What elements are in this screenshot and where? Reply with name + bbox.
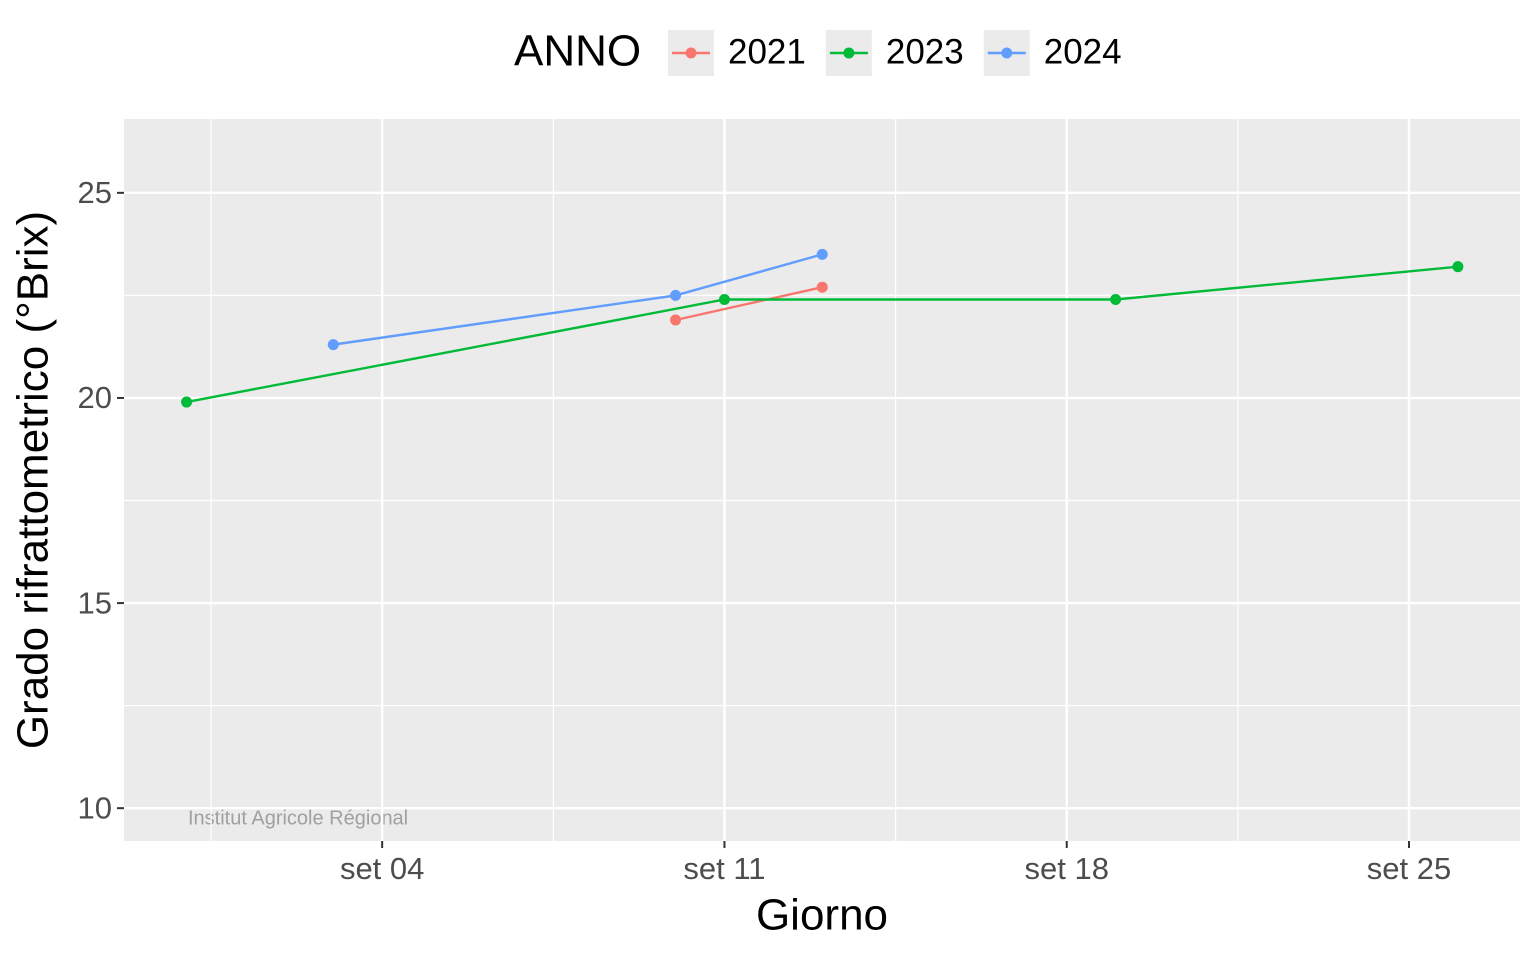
x-axis-title: Giorno — [756, 891, 888, 940]
data-point — [816, 248, 828, 260]
data-point — [816, 281, 828, 293]
data-point — [1452, 261, 1464, 273]
data-point — [670, 289, 682, 301]
legend-label: 2021 — [728, 32, 806, 71]
data-point — [1110, 294, 1122, 305]
legend-label: 2024 — [1044, 32, 1122, 71]
data-point — [181, 396, 193, 408]
series-line — [186, 265, 1459, 404]
data-point — [327, 339, 339, 351]
series-line — [675, 286, 823, 322]
x-tick-label: set 25 — [1367, 851, 1451, 886]
y-axis-title: Grado rifrattometrico (°Brix) — [9, 211, 58, 749]
grid — [124, 119, 1520, 841]
y-tick-label: 20 — [78, 380, 112, 415]
legend-key-point — [1001, 47, 1013, 59]
x-tick-label: set 11 — [683, 851, 765, 886]
annotation: Institut Agricole Régional — [188, 807, 408, 829]
y-tick-label: 15 — [78, 585, 112, 620]
legend-label: 2023 — [886, 32, 964, 71]
legend-title: ANNO — [514, 27, 641, 76]
y-tick-label: 25 — [78, 175, 112, 210]
data-point — [670, 314, 682, 326]
legend-key-point — [843, 47, 855, 59]
x-tick-label: set 04 — [340, 851, 424, 886]
panel — [124, 119, 1520, 841]
y-tick-label: 10 — [78, 790, 112, 825]
legend-key-point — [685, 47, 697, 59]
x-tick-label: set 18 — [1025, 851, 1109, 886]
data-point — [718, 294, 730, 305]
